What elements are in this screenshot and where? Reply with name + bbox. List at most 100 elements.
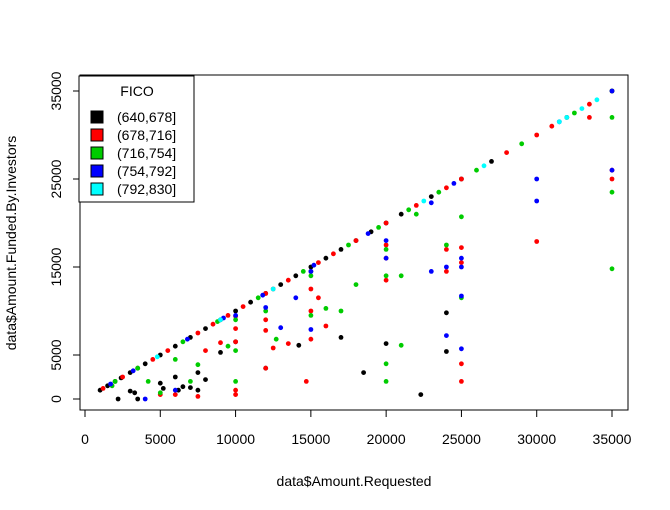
data-point — [195, 387, 201, 393]
x-tick-label: 20000 — [367, 431, 406, 447]
data-point — [383, 277, 389, 283]
data-point — [233, 317, 239, 323]
data-point — [459, 260, 464, 265]
data-point — [421, 198, 427, 204]
data-point — [195, 330, 201, 336]
data-points — [97, 88, 615, 402]
data-point — [203, 348, 208, 353]
data-point — [263, 365, 269, 371]
data-point — [418, 392, 424, 397]
data-point — [376, 225, 381, 230]
data-point — [444, 264, 449, 270]
data-point — [142, 361, 148, 367]
data-point — [233, 387, 239, 393]
data-point — [564, 115, 570, 120]
data-point — [157, 380, 163, 386]
data-point — [157, 390, 163, 396]
data-point — [383, 255, 389, 261]
data-point — [188, 385, 193, 390]
data-point — [263, 317, 269, 323]
data-point — [556, 119, 562, 125]
data-point — [160, 386, 166, 391]
data-point — [572, 110, 577, 116]
data-point — [135, 396, 141, 402]
data-point — [285, 277, 291, 283]
legend-label: (678,716] — [117, 127, 176, 143]
data-point — [383, 273, 389, 279]
data-point — [188, 379, 193, 384]
data-point — [225, 343, 231, 349]
data-point — [534, 198, 540, 204]
data-point — [338, 247, 344, 252]
data-point — [316, 260, 321, 265]
data-point — [444, 242, 449, 248]
data-point — [273, 336, 279, 342]
data-point — [308, 273, 314, 279]
data-point — [135, 365, 141, 371]
data-point — [451, 181, 457, 186]
legend-label: (792,830] — [117, 181, 176, 197]
data-point — [248, 299, 254, 305]
data-point — [444, 333, 449, 338]
data-point — [285, 341, 291, 346]
data-point — [195, 394, 201, 399]
data-point — [383, 238, 389, 244]
data-point — [504, 150, 509, 156]
data-point — [120, 374, 125, 380]
data-point — [459, 214, 464, 220]
data-point — [444, 247, 449, 252]
data-point — [165, 348, 171, 353]
data-point — [428, 200, 434, 206]
data-point — [195, 370, 201, 375]
data-point — [406, 207, 412, 213]
data-point — [459, 379, 464, 384]
data-point — [365, 231, 371, 237]
data-point — [383, 341, 389, 346]
data-point — [609, 167, 615, 173]
data-point — [534, 132, 540, 138]
data-point — [609, 176, 615, 182]
data-point — [308, 286, 314, 292]
data-point — [308, 308, 314, 314]
data-point — [519, 141, 525, 147]
data-point — [331, 251, 336, 257]
data-point — [127, 388, 133, 394]
data-point — [154, 354, 160, 360]
legend-swatch — [90, 182, 104, 196]
y-tick-label: 15000 — [48, 247, 64, 286]
data-point — [270, 286, 276, 292]
legend: FICO (640,678] (678,716] (716,754] (754,792… — [78, 75, 195, 203]
data-point — [172, 357, 178, 362]
data-point — [308, 327, 314, 332]
legend-label: (716,754] — [117, 145, 176, 161]
y-tick-label: 25000 — [48, 159, 64, 198]
data-point — [195, 362, 201, 368]
data-point — [353, 238, 359, 244]
data-point — [108, 381, 113, 387]
data-point — [594, 97, 600, 103]
data-point — [459, 361, 464, 367]
data-point — [459, 293, 464, 299]
x-tick-label: 0 — [81, 431, 89, 447]
data-point — [489, 159, 494, 164]
data-point — [263, 328, 269, 333]
legend-label: (640,678] — [117, 109, 176, 125]
data-point — [115, 396, 121, 402]
x-tick-label: 15000 — [291, 431, 330, 447]
data-point — [278, 282, 284, 287]
data-point — [225, 313, 231, 318]
data-point — [278, 325, 284, 331]
data-point — [549, 123, 555, 129]
data-point — [260, 292, 266, 298]
data-point — [142, 396, 148, 402]
data-point — [210, 321, 216, 327]
data-point — [361, 370, 366, 375]
data-point — [218, 317, 223, 323]
data-point — [300, 269, 306, 274]
data-point — [100, 386, 106, 391]
data-point — [233, 348, 239, 353]
data-point — [218, 350, 223, 355]
data-point — [428, 269, 434, 274]
data-point — [444, 349, 449, 354]
